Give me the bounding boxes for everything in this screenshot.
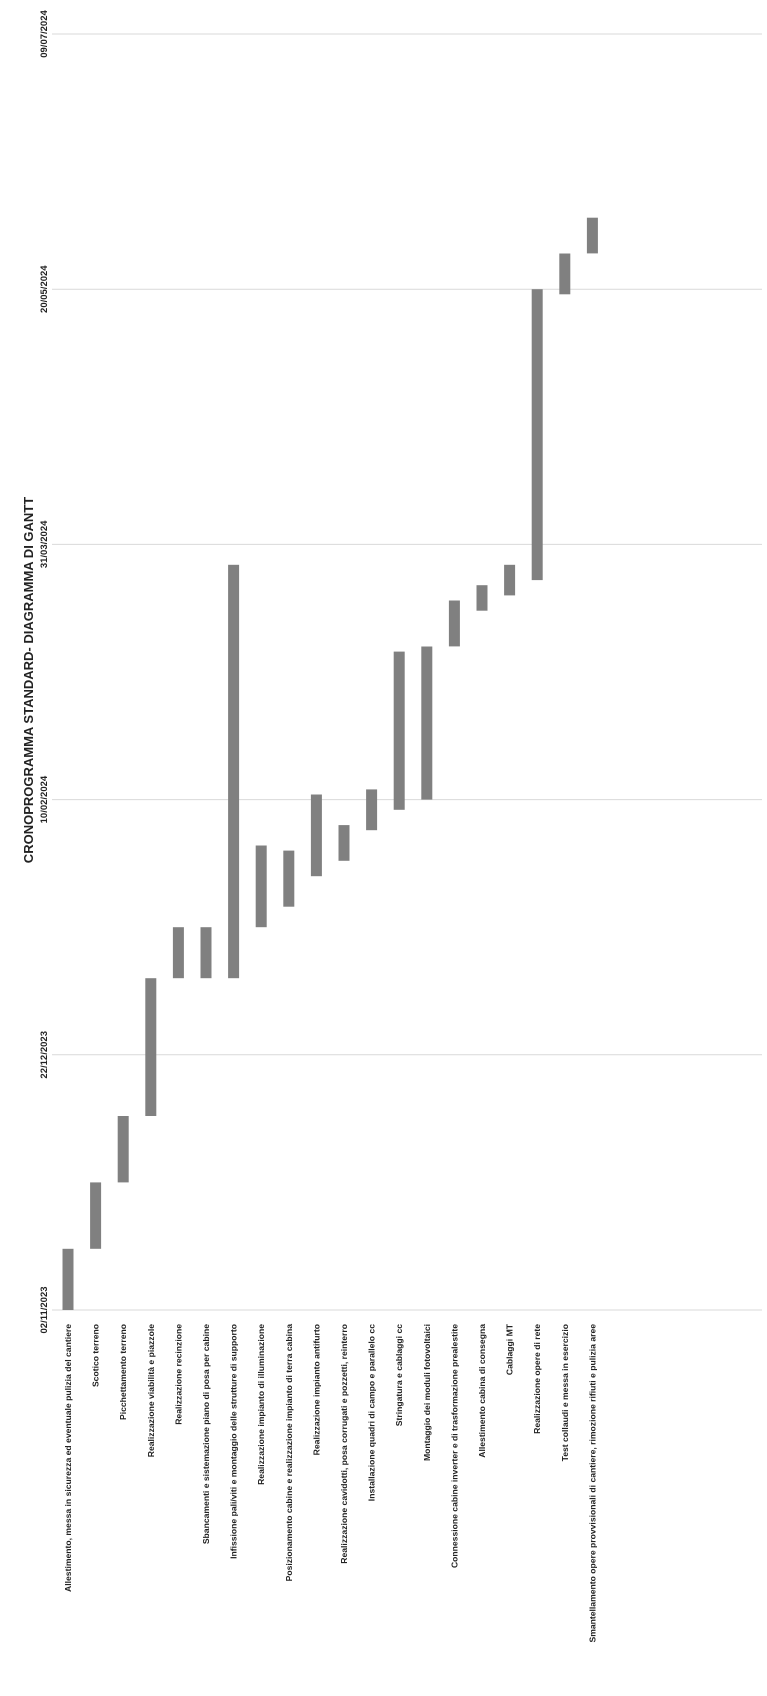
tick-label: 31/03/2024 <box>39 520 50 568</box>
task-bar <box>586 217 598 254</box>
task-label: Stringatura e cablaggi cc <box>394 1324 404 1426</box>
task-label: Installazione quadri di campo e parallel… <box>367 1324 377 1501</box>
task-label: Connessione cabine inverter e di trasfor… <box>449 1324 459 1568</box>
task-bar <box>366 789 378 831</box>
tick-label: 02/11/2023 <box>39 1286 50 1333</box>
task-bar <box>504 564 516 596</box>
task-bar <box>559 253 571 295</box>
task-bar <box>255 845 267 928</box>
task-label: Realizzazione opere di rete <box>532 1324 542 1434</box>
task-label: Picchettamento terreno <box>118 1324 128 1420</box>
task-bar <box>117 1116 129 1183</box>
date-axis: 02/11/2023 22/12/2023 10/02/2024 31/03/2024… <box>39 10 50 1334</box>
task-bar <box>62 1248 74 1310</box>
task-label: Realizzazione cavidotti, posa corrugati … <box>339 1324 349 1564</box>
task-label: Allestimento cabina di consegna <box>477 1324 487 1458</box>
task-label: Realizzazione impianto di illuminazione <box>256 1324 266 1485</box>
task-label: Posizionamento cabine e realizzazione im… <box>284 1324 294 1582</box>
task-label: Montaggio dei moduli fotovoltaici <box>422 1324 432 1461</box>
task-label: Infissione pali/viti e montaggio delle s… <box>229 1324 239 1559</box>
task-bar <box>531 289 543 581</box>
tick-label: 20/05/2024 <box>39 265 50 313</box>
task-label: Scotico terreno <box>91 1324 101 1387</box>
task-bar <box>476 585 488 611</box>
task-bars <box>62 217 598 1310</box>
gridlines <box>52 33 762 1311</box>
task-bar <box>90 1182 102 1249</box>
task-bar <box>145 978 157 1116</box>
task-bar <box>421 646 433 800</box>
tick-label: 09/07/2024 <box>39 10 50 58</box>
task-bar <box>338 825 350 861</box>
task-label: Realizzazione impianto antifurto <box>311 1324 321 1455</box>
task-bar <box>283 850 295 907</box>
task-label: Realizzazione recinzione <box>173 1324 183 1425</box>
task-labels: Allestimento, messa in sicurezza ed even… <box>63 1323 597 1642</box>
task-bar <box>310 794 322 877</box>
task-bar <box>200 927 212 979</box>
task-bar <box>448 600 460 647</box>
task-label: Test collaudi e messa in esercizio <box>560 1324 570 1461</box>
tick-label: 22/12/2023 <box>39 1031 50 1079</box>
task-bar <box>228 564 240 979</box>
task-label: Cablaggi MT <box>505 1323 515 1375</box>
task-label: Allestimento, messa in sicurezza ed even… <box>63 1324 73 1592</box>
chart-title: CRONOPROGRAMMA STANDARD- DIAGRAMMA DI GA… <box>21 497 36 863</box>
task-bar <box>393 651 405 810</box>
task-label: Realizzazione viabilità e piazzole <box>146 1324 156 1457</box>
task-bar <box>172 927 184 979</box>
tick-label: 10/02/2024 <box>39 775 50 823</box>
task-label: Smantellamento opere provvisionali di ca… <box>587 1324 597 1643</box>
task-label: Sbancamenti e sistemazione piano di posa… <box>201 1324 211 1544</box>
